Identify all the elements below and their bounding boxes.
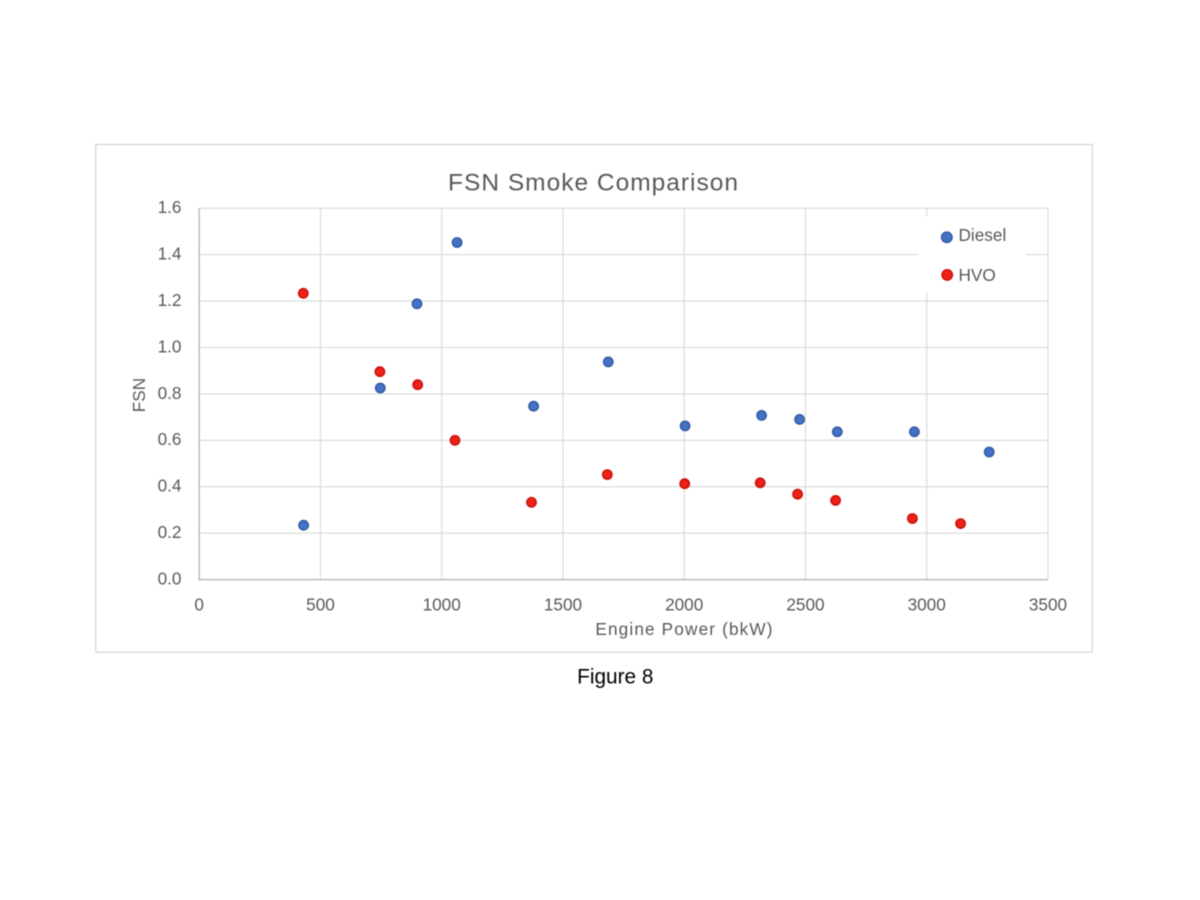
svg-text:0.8: 0.8 bbox=[158, 383, 182, 403]
svg-text:1.2: 1.2 bbox=[158, 290, 182, 310]
svg-text:HVO: HVO bbox=[959, 265, 996, 285]
svg-text:Figure 8: Figure 8 bbox=[577, 666, 653, 689]
svg-text:Diesel: Diesel bbox=[959, 225, 1007, 245]
svg-text:3000: 3000 bbox=[908, 595, 946, 615]
svg-text:1.6: 1.6 bbox=[158, 197, 182, 217]
svg-text:0.6: 0.6 bbox=[158, 429, 182, 449]
svg-text:FSN: FSN bbox=[129, 378, 149, 412]
svg-text:0: 0 bbox=[194, 595, 204, 615]
svg-text:FSN Smoke Comparison: FSN Smoke Comparison bbox=[448, 170, 739, 197]
svg-text:2000: 2000 bbox=[665, 595, 703, 615]
svg-text:0.0: 0.0 bbox=[158, 569, 182, 589]
svg-text:2500: 2500 bbox=[786, 595, 824, 615]
svg-text:0.2: 0.2 bbox=[158, 522, 182, 542]
svg-text:1.0: 1.0 bbox=[158, 336, 182, 356]
svg-text:1.4: 1.4 bbox=[158, 244, 182, 264]
svg-text:0.4: 0.4 bbox=[158, 476, 182, 496]
svg-text:1500: 1500 bbox=[544, 595, 582, 615]
svg-text:500: 500 bbox=[306, 595, 335, 615]
svg-text:Engine Power (bkW): Engine Power (bkW) bbox=[595, 619, 773, 639]
svg-text:1000: 1000 bbox=[423, 595, 461, 615]
svg-text:3500: 3500 bbox=[1029, 595, 1067, 615]
